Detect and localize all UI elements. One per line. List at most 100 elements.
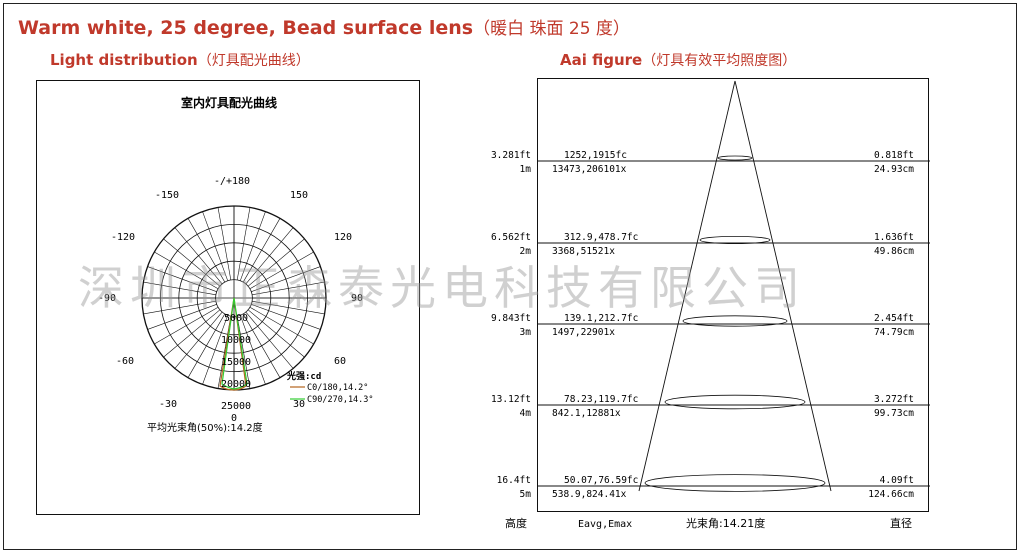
legend-title: 光强:cd bbox=[286, 370, 321, 382]
radial-label-20000: 20000 bbox=[221, 379, 251, 390]
curve-c90 bbox=[221, 297, 248, 390]
polar-spoke bbox=[247, 238, 305, 287]
aai-diagram: 1252,1915fc 13473,206101x 0.818ft 24.93cm 31… bbox=[538, 80, 930, 500]
polar-spoke bbox=[187, 313, 226, 378]
beam-cone bbox=[638, 80, 832, 492]
diameter-ft: 4.09ft bbox=[880, 475, 914, 486]
beam-ellipse bbox=[682, 315, 788, 327]
angle-label-m120: -120 bbox=[111, 232, 135, 243]
diameter-cm: 99.73cm bbox=[874, 408, 914, 419]
diameter-ft: 2.454ft bbox=[874, 313, 914, 324]
polar-spoke bbox=[163, 238, 221, 287]
angle-label-m90: -90 bbox=[98, 293, 116, 304]
polar-panel: 室内灯具配光曲线 -/+180 -150 150 -120 120 -90 90… bbox=[36, 80, 420, 515]
cone-edge-right bbox=[734, 80, 832, 492]
outer-frame bbox=[3, 3, 1017, 550]
polar-spoke bbox=[154, 251, 219, 290]
polar-spoke bbox=[236, 316, 251, 389]
polar-spoke bbox=[217, 207, 232, 280]
polar-grid bbox=[141, 205, 327, 391]
beam-ellipse bbox=[717, 155, 753, 161]
polar-spoke bbox=[247, 309, 305, 358]
polar-spoke bbox=[154, 306, 219, 345]
diameter-cm: 24.93cm bbox=[874, 164, 914, 175]
legend-c90: C90/270,14.3° bbox=[307, 395, 374, 405]
aai-figure-heading: Aai figure（灯具有效平均照度图） bbox=[560, 50, 796, 70]
page-title-en: Warm white, 25 degree, Bead surface lens bbox=[18, 17, 474, 39]
polar-spoke bbox=[236, 207, 251, 280]
beam-ellipse bbox=[699, 235, 771, 244]
aai-figure-heading-cn: （灯具有效平均照度图） bbox=[642, 53, 797, 69]
polar-spoke bbox=[174, 311, 223, 369]
angle-label-180: -/+180 bbox=[214, 176, 250, 187]
polar-spoke bbox=[240, 211, 266, 281]
illuminance-fc: 78.23,119.7fc bbox=[564, 394, 638, 405]
polar-diagram: 室内灯具配光曲线 -/+180 -150 150 -120 120 -90 90… bbox=[98, 95, 374, 434]
polar-spoke bbox=[202, 211, 228, 281]
light-distribution-heading-cn: （灯具配光曲线） bbox=[197, 53, 310, 69]
polar-spoke bbox=[242, 218, 281, 283]
cone-edge-left bbox=[638, 80, 736, 492]
polar-spoke bbox=[163, 309, 221, 358]
illuminance-lx: 538.9,824.41x bbox=[552, 489, 627, 500]
page-title-cn: （暖白 珠面 25 度） bbox=[473, 19, 630, 39]
polar-spoke bbox=[240, 315, 266, 385]
angle-label-p150: 150 bbox=[290, 190, 308, 201]
angle-label-0: 0 bbox=[231, 413, 237, 424]
polar-spoke bbox=[202, 315, 228, 385]
aai-rows: 1252,1915fc 13473,206101x 0.818ft 24.93cm 31… bbox=[538, 150, 930, 500]
illuminance-lx: 13473,206101x bbox=[552, 164, 627, 175]
angle-label-p90: 90 bbox=[351, 293, 363, 304]
illuminance-fc: 1252,1915fc bbox=[564, 150, 627, 161]
polar-spoke bbox=[252, 300, 325, 315]
light-distribution-heading-en: Light distribution bbox=[50, 51, 198, 69]
polar-spoke bbox=[251, 266, 321, 292]
polar-spoke bbox=[147, 266, 217, 292]
polar-spoke bbox=[143, 281, 216, 296]
curve-c0 bbox=[219, 297, 247, 391]
diameter-ft: 0.818ft bbox=[874, 150, 914, 161]
diameter-ft: 1.636ft bbox=[874, 232, 914, 243]
angle-label-p30: 30 bbox=[293, 399, 305, 410]
angle-label-p120: 120 bbox=[334, 232, 352, 243]
polar-spoke bbox=[252, 281, 325, 296]
beam-ellipse bbox=[664, 394, 806, 410]
polar-spoke bbox=[245, 227, 294, 285]
polar-spoke bbox=[143, 300, 216, 315]
polar-curves bbox=[219, 297, 248, 391]
aai-figure-heading-en: Aai figure bbox=[560, 51, 643, 69]
page-title: Warm white, 25 degree, Bead surface lens… bbox=[18, 14, 630, 39]
angle-label-m60: -60 bbox=[116, 356, 134, 367]
radial-label-15000: 15000 bbox=[221, 357, 251, 368]
polar-spoke bbox=[242, 313, 281, 378]
polar-spoke bbox=[249, 251, 314, 290]
angle-label-m30: -30 bbox=[159, 399, 177, 410]
diameter-cm: 74.79cm bbox=[874, 327, 914, 338]
illuminance-fc: 139.1,212.7fc bbox=[564, 313, 638, 324]
light-distribution-heading: Light distribution（灯具配光曲线） bbox=[50, 50, 310, 70]
diameter-cm: 124.66cm bbox=[868, 489, 914, 500]
polar-spoke bbox=[147, 304, 217, 330]
radial-label-5000: 5000 bbox=[224, 313, 248, 324]
radial-label-10000: 10000 bbox=[221, 335, 251, 346]
diameter-ft: 3.272ft bbox=[874, 394, 914, 405]
legend-c0: C0/180,14.2° bbox=[307, 383, 368, 393]
illuminance-fc: 312.9,478.7fc bbox=[564, 232, 638, 243]
beam-angle-text: 平均光束角(50%):14.2度 bbox=[147, 421, 263, 434]
angle-label-m150: -150 bbox=[155, 190, 179, 201]
aai-panel: 1252,1915fc 13473,206101x 0.818ft 24.93cm 31… bbox=[537, 78, 930, 512]
illuminance-fc: 50.07,76.59fc bbox=[564, 475, 638, 486]
beam-ellipse bbox=[644, 474, 826, 492]
polar-spoke bbox=[174, 227, 223, 285]
diameter-cm: 49.86cm bbox=[874, 246, 914, 257]
radial-label-25000: 25000 bbox=[221, 401, 251, 412]
illuminance-lx: 3368,51521x bbox=[552, 246, 615, 257]
polar-spoke bbox=[249, 306, 314, 345]
polar-spoke bbox=[251, 304, 321, 330]
polar-chart-title: 室内灯具配光曲线 bbox=[181, 95, 277, 110]
illuminance-lx: 1497,22901x bbox=[552, 327, 615, 338]
illuminance-lx: 842.1,12881x bbox=[552, 408, 621, 419]
polar-spoke bbox=[245, 311, 294, 369]
angle-label-p60: 60 bbox=[334, 356, 346, 367]
polar-spoke bbox=[187, 218, 226, 283]
